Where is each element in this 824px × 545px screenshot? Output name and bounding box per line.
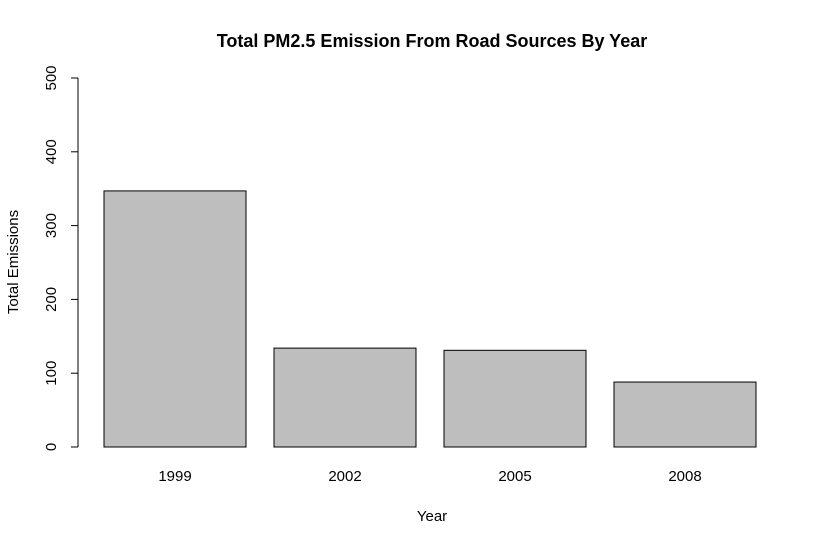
bar-2005: [443, 349, 587, 448]
chart-title: Total PM2.5 Emission From Road Sources B…: [217, 31, 647, 51]
y-axis-label: Total Emissions: [5, 210, 22, 314]
x-axis-tick-labels: 1999 2002 2005 2008: [158, 468, 701, 485]
y-tick-label: 300: [43, 213, 60, 238]
y-tick-label: 400: [43, 139, 60, 164]
x-tick-label: 2008: [668, 468, 701, 485]
x-tick-label: 2002: [328, 468, 361, 485]
x-axis-label: Year: [417, 508, 447, 525]
x-tick-label: 2005: [498, 468, 531, 485]
bar-2008: [613, 381, 757, 448]
bar-2002: [273, 347, 417, 448]
bars: [103, 190, 757, 448]
y-axis: 0 100 200 300 400 500: [43, 65, 79, 451]
y-tick-label: 500: [43, 65, 60, 90]
y-tick-label: 100: [43, 361, 60, 386]
y-tick-label: 200: [43, 287, 60, 312]
y-tick-label: 0: [43, 443, 60, 451]
bar-1999: [103, 190, 247, 448]
x-tick-label: 1999: [158, 468, 191, 485]
